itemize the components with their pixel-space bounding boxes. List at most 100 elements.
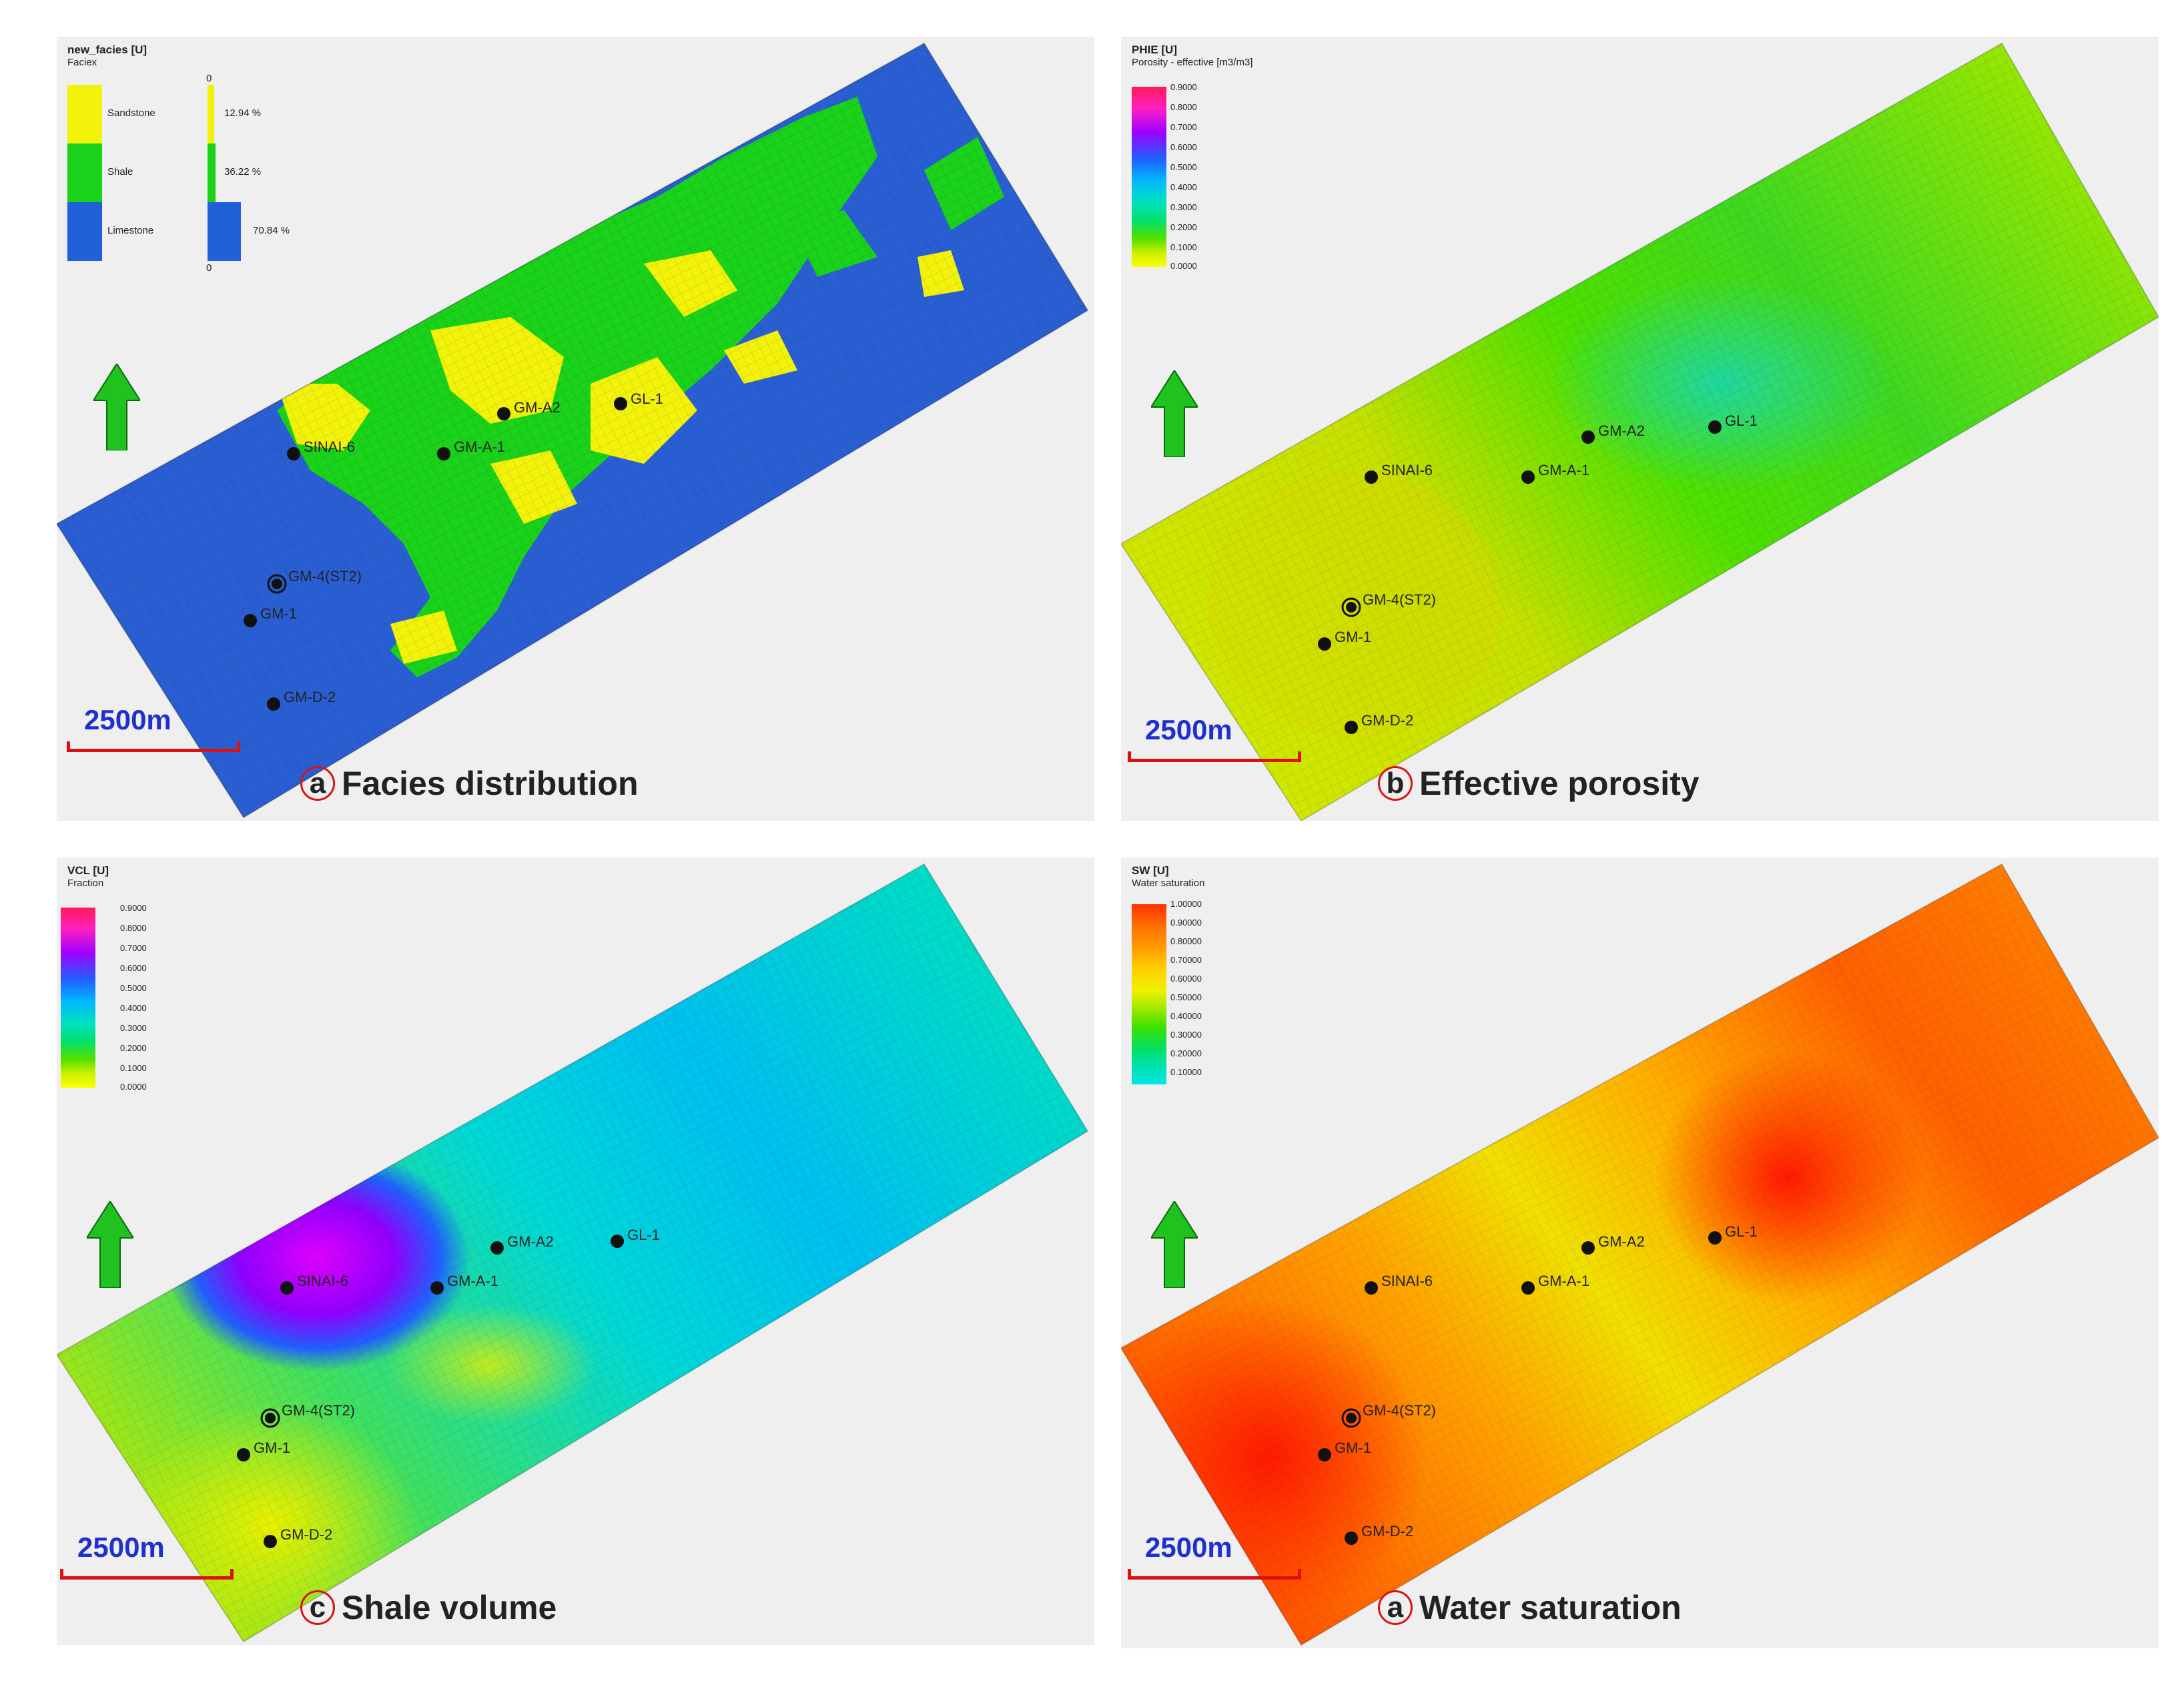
well-gl-1[interactable]: GL-1 [611,1227,660,1248]
caption-letter: a [1378,1590,1413,1625]
percent-sandstone: 12.94 % [224,107,262,119]
well-gm-d-2[interactable]: GM-D-2 [264,1526,332,1548]
well-gl-1[interactable]: GL-1 [1708,1223,1758,1245]
wells-c: GL-1 GM-A2 GM-A-1 SINAI-6 GM-4(ST2) GM-1… [237,1227,660,1548]
wells-b: GL-1 GM-A2 GM-A-1 SINAI-6 GM-4(ST2) GM-1… [1318,412,1758,734]
svg-text:GM-D-2: GM-D-2 [1361,1523,1413,1540]
well-sinai-6[interactable]: SINAI-6 [1365,462,1433,484]
well-sinai-6[interactable]: SINAI-6 [287,438,355,460]
hist-top-label: 0 [206,73,212,84]
svg-text:GM-1: GM-1 [260,605,297,622]
svg-text:GM-D-2: GM-D-2 [1361,712,1413,729]
panel-shale-volume: GL-1 GM-A2 GM-A-1 SINAI-6 GM-4(ST2) GM-1… [57,858,1094,1645]
caption-letter: a [300,766,335,801]
svg-text:GM-4(ST2): GM-4(ST2) [282,1402,355,1419]
panel-facies: GL-1 GM-A2 GM-A-1 SINAI-6 GM-4(ST2) GM-1… [57,37,1094,821]
colorbar-c [61,908,95,1088]
well-sinai-6[interactable]: SINAI-6 [280,1273,348,1295]
colorbar-d [1132,904,1166,1084]
colorbar-b [1132,87,1166,267]
svg-text:GM-4(ST2): GM-4(ST2) [288,568,362,585]
porosity-legend: PHIE [U] Porosity - effective [m3/m3] [1132,43,1252,69]
well-gm-4st2[interactable]: GM-4(ST2) [1341,1402,1436,1428]
well-gm-1[interactable]: GM-1 [1318,629,1371,651]
caption-porosity: b Effective porosity [1378,764,1700,803]
well-gm-a-1[interactable]: GM-A-1 [430,1273,498,1295]
well-gm-4st2[interactable]: GM-4(ST2) [260,1402,355,1428]
well-gm-a-1[interactable]: GM-A-1 [437,438,505,460]
north-arrow-icon [93,364,140,450]
scale-line [60,1569,234,1580]
caption-facies: a Facies distribution [300,764,639,803]
svg-text:SINAI-6: SINAI-6 [297,1273,348,1289]
svg-text:GM-D-2: GM-D-2 [284,689,336,705]
well-gl-1[interactable]: GL-1 [1708,412,1758,434]
legend-subtitle: Faciex [67,57,97,68]
facies-label-limestone: Limestone [107,225,154,236]
well-gm-d-2[interactable]: GM-D-2 [267,689,336,711]
legend-title: new_facies [U] [67,43,147,56]
scale-label: 2500m [77,1532,165,1563]
porosity-map: GL-1 GM-A2 GM-A-1 SINAI-6 GM-4(ST2) GM-1… [1121,42,2159,821]
well-gm-d-2[interactable]: GM-D-2 [1345,712,1413,734]
north-arrow-icon [87,1201,133,1288]
legend-title: PHIE [U] [1132,43,1177,56]
water-saturation-map: GL-1 GM-A2 GM-A-1 SINAI-6 GM-4(ST2) GM-1… [1121,863,2159,1646]
caption-letter: c [300,1590,335,1625]
facies-map: GL-1 GM-A2 GM-A-1 SINAI-6 GM-4(ST2) GM-1… [57,42,1089,819]
colorbar-ticks-d: 1.00000 0.90000 0.80000 0.70000 0.60000 … [1170,899,1202,1077]
svg-text:GM-A-1: GM-A-1 [1538,1273,1589,1289]
colorbar-gradient [61,908,95,1088]
well-gm-1[interactable]: GM-1 [1318,1439,1371,1461]
well-gm-a2[interactable]: GM-A2 [490,1233,554,1255]
svg-text:GM-1: GM-1 [254,1439,290,1456]
well-gm-a-1[interactable]: GM-A-1 [1521,1273,1589,1295]
svg-text:GM-1: GM-1 [1335,1439,1371,1456]
well-gm-a2[interactable]: GM-A2 [497,399,561,420]
svg-text:GL-1: GL-1 [627,1227,660,1243]
hist-bottom-label: 0 [206,262,212,274]
shale-volume-map: GL-1 GM-A2 GM-A-1 SINAI-6 GM-4(ST2) GM-1… [57,863,1089,1643]
colorbar-gradient [1132,87,1166,267]
caption-letter: b [1378,766,1413,801]
scale-line [67,741,240,752]
north-arrow-icon [1151,370,1198,457]
svg-text:SINAI-6: SINAI-6 [1381,462,1433,478]
north-arrow-icon [1151,1201,1198,1288]
well-gm-4st2[interactable]: GM-4(ST2) [267,568,362,594]
svg-text:GL-1: GL-1 [1725,412,1758,429]
well-gm-1[interactable]: GM-1 [244,605,297,627]
svg-text:GM-4(ST2): GM-4(ST2) [1363,591,1436,608]
svg-text:GM-D-2: GM-D-2 [280,1526,332,1543]
legend-subtitle: Porosity - effective [m3/m3] [1132,57,1253,68]
legend-subtitle: Fraction [67,878,104,889]
well-gm-4st2[interactable]: GM-4(ST2) [1341,591,1436,617]
caption-text: Shale volume [342,1589,557,1626]
svg-text:GM-4(ST2): GM-4(ST2) [1363,1402,1436,1419]
hist-bar-shale [208,143,216,202]
well-gm-a-1[interactable]: GM-A-1 [1521,462,1589,484]
svg-text:GM-A2: GM-A2 [507,1233,554,1250]
well-gm-1[interactable]: GM-1 [237,1439,290,1461]
svg-text:GM-A-1: GM-A-1 [454,438,505,455]
well-sinai-6[interactable]: SINAI-6 [1365,1273,1433,1295]
well-gm-d-2[interactable]: GM-D-2 [1345,1523,1413,1545]
colorbar-ticks-c: 0.9000 0.8000 0.7000 0.6000 0.5000 0.400… [120,903,147,1092]
well-gm-a2[interactable]: GM-A2 [1581,1233,1645,1255]
legend-title: SW [U] [1132,864,1169,877]
scale-label: 2500m [1145,1532,1232,1563]
hist-bar-limestone [208,202,241,261]
facies-legend: new_facies [U] Faciex [67,43,147,69]
svg-text:GM-1: GM-1 [1335,629,1371,645]
svg-text:GM-A2: GM-A2 [514,399,561,416]
well-gm-a2[interactable]: GM-A2 [1581,422,1645,444]
scale-line [1128,751,1301,762]
caption-text: Effective porosity [1419,765,1700,802]
svg-text:GM-A-1: GM-A-1 [1538,462,1589,478]
facies-label-sandstone: Sandstone [107,107,155,119]
legend-subtitle: Water saturation [1132,878,1205,889]
wells-d: GL-1 GM-A2 GM-A-1 SINAI-6 GM-4(ST2) GM-1… [1318,1223,1758,1545]
well-gl-1[interactable]: GL-1 [614,390,663,410]
hist-bar-sandstone [208,85,214,143]
svg-text:GM-A2: GM-A2 [1598,1233,1645,1250]
